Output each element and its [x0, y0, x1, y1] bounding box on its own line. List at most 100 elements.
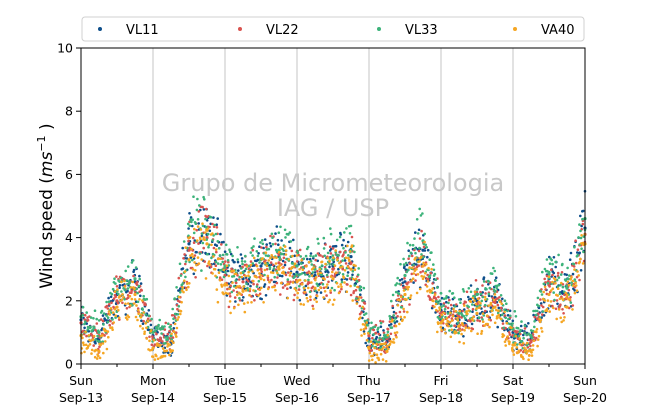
point-VA40: [267, 259, 271, 262]
y-tick-label-1: 2: [65, 293, 73, 308]
point-VL11: [467, 295, 470, 299]
point-VA40: [459, 329, 462, 332]
point-VL33: [211, 239, 214, 242]
point-VL33: [378, 336, 381, 340]
point-VL33: [217, 246, 221, 250]
point-VL11: [552, 255, 556, 259]
point-VL11: [149, 323, 153, 327]
point-VL22: [519, 332, 522, 336]
point-VA40: [515, 346, 519, 349]
point-VL33: [445, 295, 448, 298]
point-VA40: [525, 352, 528, 355]
point-VA40: [116, 288, 119, 291]
point-VL22: [265, 245, 268, 249]
point-VL22: [274, 242, 277, 246]
point-VL22: [140, 289, 143, 292]
point-VA40: [222, 268, 226, 272]
point-VA40: [146, 319, 150, 323]
point-VL33: [204, 217, 207, 221]
point-VL11: [197, 222, 200, 225]
point-VL33: [497, 283, 501, 287]
point-VL33: [308, 290, 312, 294]
point-VL33: [323, 254, 327, 258]
point-VL22: [410, 272, 414, 276]
point-VL33: [493, 269, 497, 273]
point-VA40: [574, 281, 577, 285]
point-VL33: [164, 336, 167, 339]
point-VL22: [311, 304, 315, 308]
y-axis-label-exp: −1: [35, 135, 48, 151]
point-VL22: [389, 332, 393, 336]
point-VA40: [469, 300, 473, 304]
point-VA40: [268, 280, 271, 284]
point-VA40: [462, 342, 466, 345]
legend-marker-VL11: [98, 27, 102, 31]
point-VL11: [576, 251, 579, 254]
point-VA40: [447, 324, 450, 328]
point-VL33: [495, 287, 499, 290]
point-VA40: [292, 265, 296, 268]
point-VA40: [252, 279, 255, 283]
point-VA40: [196, 225, 200, 228]
point-VL33: [96, 339, 100, 343]
point-VL11: [340, 278, 344, 281]
point-VA40: [113, 290, 117, 293]
point-VL22: [349, 293, 353, 297]
point-VA40: [284, 249, 288, 252]
point-VL33: [392, 314, 396, 317]
point-VL11: [264, 294, 268, 297]
point-VL11: [343, 259, 347, 262]
point-VL33: [414, 251, 417, 255]
point-VA40: [450, 319, 454, 322]
point-VL11: [345, 278, 349, 281]
legend-label-VL22: VL22: [266, 23, 299, 38]
point-VA40: [560, 281, 563, 285]
point-VL33: [463, 317, 467, 320]
point-VL33: [492, 266, 495, 270]
point-VL33: [363, 313, 366, 317]
point-VA40: [315, 294, 319, 298]
point-VA40: [531, 344, 535, 347]
point-VA40: [305, 265, 308, 268]
point-VA40: [540, 326, 543, 330]
x-tick-date-5: Sep-18: [419, 390, 463, 405]
point-VL11: [281, 259, 285, 263]
point-VA40: [295, 254, 299, 257]
point-VA40: [231, 281, 234, 284]
point-VL22: [195, 228, 198, 232]
point-VL33: [462, 290, 466, 293]
point-VL22-7: [205, 236, 209, 240]
point-VA40: [120, 298, 124, 302]
point-VA40: [90, 348, 94, 352]
point-VL33: [97, 319, 101, 322]
point-VA40: [161, 347, 165, 350]
point-VL11: [126, 289, 129, 293]
point-VL33: [295, 273, 298, 276]
point-VL33: [236, 258, 239, 261]
point-VA40: [137, 312, 140, 316]
point-VL33: [423, 232, 427, 236]
point-VL33: [159, 328, 162, 331]
point-VL33: [226, 259, 230, 262]
point-VL22: [484, 292, 487, 295]
point-VL11: [319, 291, 323, 294]
point-VL22: [86, 318, 90, 322]
point-VA40: [414, 256, 417, 260]
point-VL22: [155, 332, 158, 336]
point-VL11: [430, 306, 434, 310]
point-VL11: [471, 310, 474, 314]
point-VA40: [365, 339, 369, 342]
point-VL33: [278, 258, 282, 262]
point-VA40: [412, 272, 416, 275]
point-VL22: [142, 319, 145, 323]
point-VA40: [512, 353, 516, 356]
point-VL33: [307, 278, 310, 282]
point-VL33: [565, 284, 568, 288]
point-VL22: [537, 312, 540, 316]
point-VA40: [402, 289, 406, 292]
point-VL33: [298, 284, 301, 288]
point-VL33: [461, 288, 465, 291]
point-VL22: [163, 328, 167, 331]
point-VL33: [125, 279, 128, 282]
point-VA40: [216, 257, 220, 261]
